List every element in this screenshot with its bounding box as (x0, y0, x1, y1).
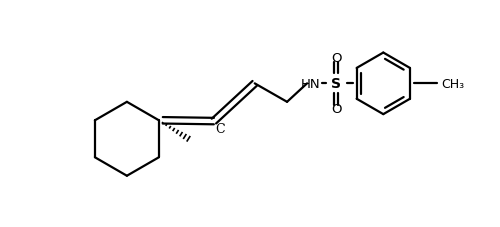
Text: CH₃: CH₃ (441, 77, 464, 90)
Text: O: O (331, 103, 342, 116)
Text: HN: HN (300, 77, 320, 90)
Text: O: O (331, 52, 342, 65)
Text: S: S (332, 77, 342, 91)
Text: C: C (215, 123, 225, 136)
